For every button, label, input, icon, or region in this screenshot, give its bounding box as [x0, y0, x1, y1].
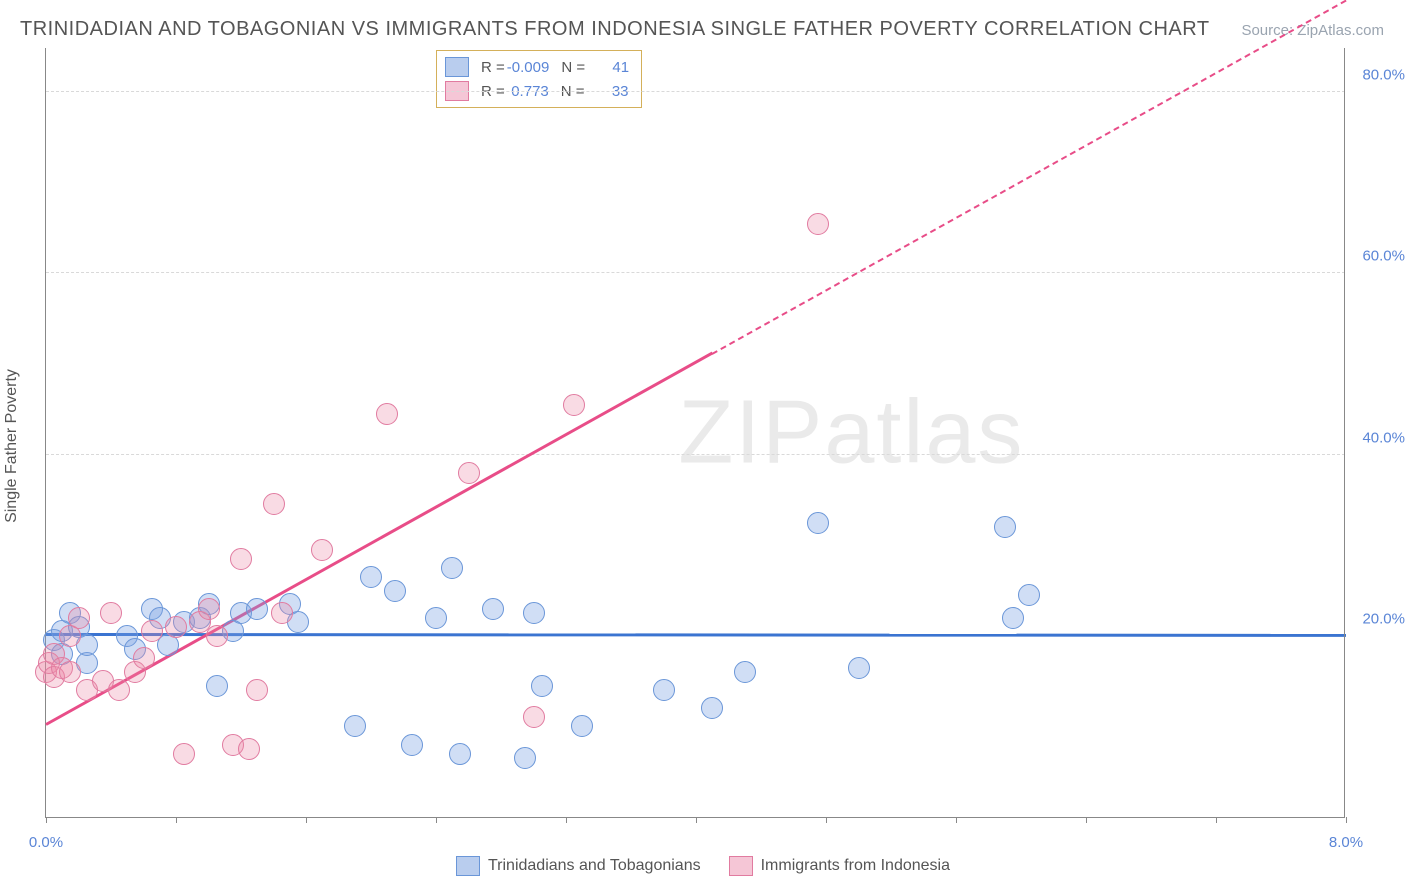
data-point [807, 213, 829, 235]
x-tick-label: 8.0% [1329, 834, 1363, 851]
data-point [701, 697, 723, 719]
legend-label: Trinidadians and Tobagonians [488, 857, 701, 875]
data-point [246, 679, 268, 701]
x-tick [826, 817, 827, 823]
y-axis-label: Single Father Poverty [3, 369, 21, 523]
data-point [344, 715, 366, 737]
data-point [238, 738, 260, 760]
legend-swatch [445, 57, 469, 77]
data-point [425, 607, 447, 629]
y-gridline [46, 454, 1345, 455]
data-point [848, 657, 870, 679]
y-gridline [46, 272, 1345, 273]
data-point [206, 625, 228, 647]
data-point [482, 598, 504, 620]
data-point [198, 598, 220, 620]
data-point [271, 602, 293, 624]
x-tick [1346, 817, 1347, 823]
legend-swatch [729, 856, 753, 876]
data-point [206, 675, 228, 697]
x-tick [696, 817, 697, 823]
data-point [563, 394, 585, 416]
data-point [59, 661, 81, 683]
legend-stat-row: R =-0.009N =41 [445, 55, 629, 79]
data-point [376, 403, 398, 425]
legend-bottom: Trinidadians and Tobagonians Immigrants f… [0, 856, 1406, 876]
chart-title: TRINIDADIAN AND TOBAGONIAN VS IMMIGRANTS… [20, 18, 1210, 41]
y-tick-label: 80.0% [1362, 67, 1405, 84]
data-point [165, 616, 187, 638]
watermark: ZIPatlas [678, 381, 1024, 484]
legend-swatch [456, 856, 480, 876]
y-tick-label: 60.0% [1362, 248, 1405, 265]
trend-line [712, 0, 1347, 355]
chart-container: TRINIDADIAN AND TOBAGONIAN VS IMMIGRANTS… [0, 0, 1406, 892]
data-point [133, 647, 155, 669]
data-point [384, 580, 406, 602]
data-point [571, 715, 593, 737]
data-point [441, 557, 463, 579]
data-point [100, 602, 122, 624]
data-point [1018, 584, 1040, 606]
data-point [108, 679, 130, 701]
data-point [311, 539, 333, 561]
x-tick [306, 817, 307, 823]
y-tick-label: 20.0% [1362, 610, 1405, 627]
data-point [1002, 607, 1024, 629]
x-tick-label: 0.0% [29, 834, 63, 851]
data-point [173, 743, 195, 765]
data-point [401, 734, 423, 756]
legend-label: Immigrants from Indonesia [761, 857, 950, 875]
y-axis-label-wrap: Single Father Poverty [0, 0, 30, 892]
x-tick [566, 817, 567, 823]
x-tick [956, 817, 957, 823]
source-attribution: Source: ZipAtlas.com [1241, 22, 1384, 39]
data-point [653, 679, 675, 701]
data-point [230, 548, 252, 570]
data-point [734, 661, 756, 683]
data-point [531, 675, 553, 697]
data-point [523, 602, 545, 624]
data-point [246, 598, 268, 620]
x-tick [436, 817, 437, 823]
x-tick [1216, 817, 1217, 823]
x-tick [1086, 817, 1087, 823]
data-point [360, 566, 382, 588]
x-tick [46, 817, 47, 823]
data-point [807, 512, 829, 534]
data-point [514, 747, 536, 769]
data-point [68, 607, 90, 629]
plot-area: ZIPatlas R =-0.009N =41R =0.773N =33 20.… [45, 48, 1345, 818]
data-point [523, 706, 545, 728]
data-point [458, 462, 480, 484]
legend-stats-box: R =-0.009N =41R =0.773N =33 [436, 50, 642, 108]
legend-item: Trinidadians and Tobagonians [456, 856, 701, 876]
data-point [994, 516, 1016, 538]
x-tick [176, 817, 177, 823]
y-gridline [46, 91, 1345, 92]
legend-item: Immigrants from Indonesia [729, 856, 950, 876]
y-tick-label: 40.0% [1362, 429, 1405, 446]
data-point [141, 620, 163, 642]
data-point [449, 743, 471, 765]
data-point [263, 493, 285, 515]
